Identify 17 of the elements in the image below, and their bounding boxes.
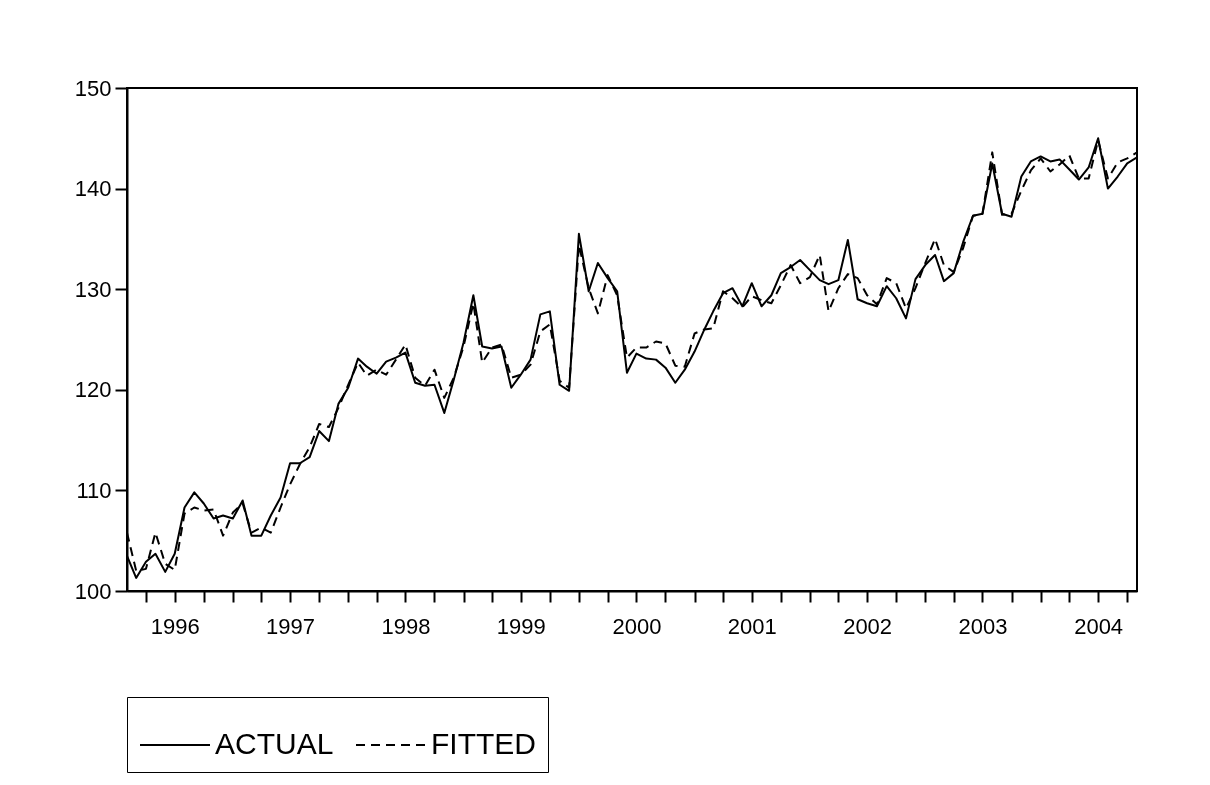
y-tick-label: 130 <box>74 276 112 302</box>
x-tick-label: 2001 <box>727 613 777 639</box>
y-tick-label: 140 <box>74 176 112 202</box>
legend-label: ACTUAL <box>215 727 334 760</box>
x-tick-label: 1999 <box>496 613 546 639</box>
y-tick-label: 110 <box>76 477 112 503</box>
y-tick-label: 100 <box>74 578 112 604</box>
x-tick-label: 1998 <box>381 613 431 639</box>
x-tick-label: 1996 <box>150 613 200 639</box>
x-tick-label: 2000 <box>612 613 662 639</box>
x-tick-label: 2002 <box>843 613 893 639</box>
legend-label: FITTED <box>431 727 536 760</box>
y-tick-label: 120 <box>74 377 112 403</box>
y-tick-label: 150 <box>74 75 112 101</box>
x-tick-label: 1997 <box>266 613 316 639</box>
x-tick-label: 2004 <box>1074 613 1124 639</box>
x-tick-label: 2003 <box>958 613 1008 639</box>
